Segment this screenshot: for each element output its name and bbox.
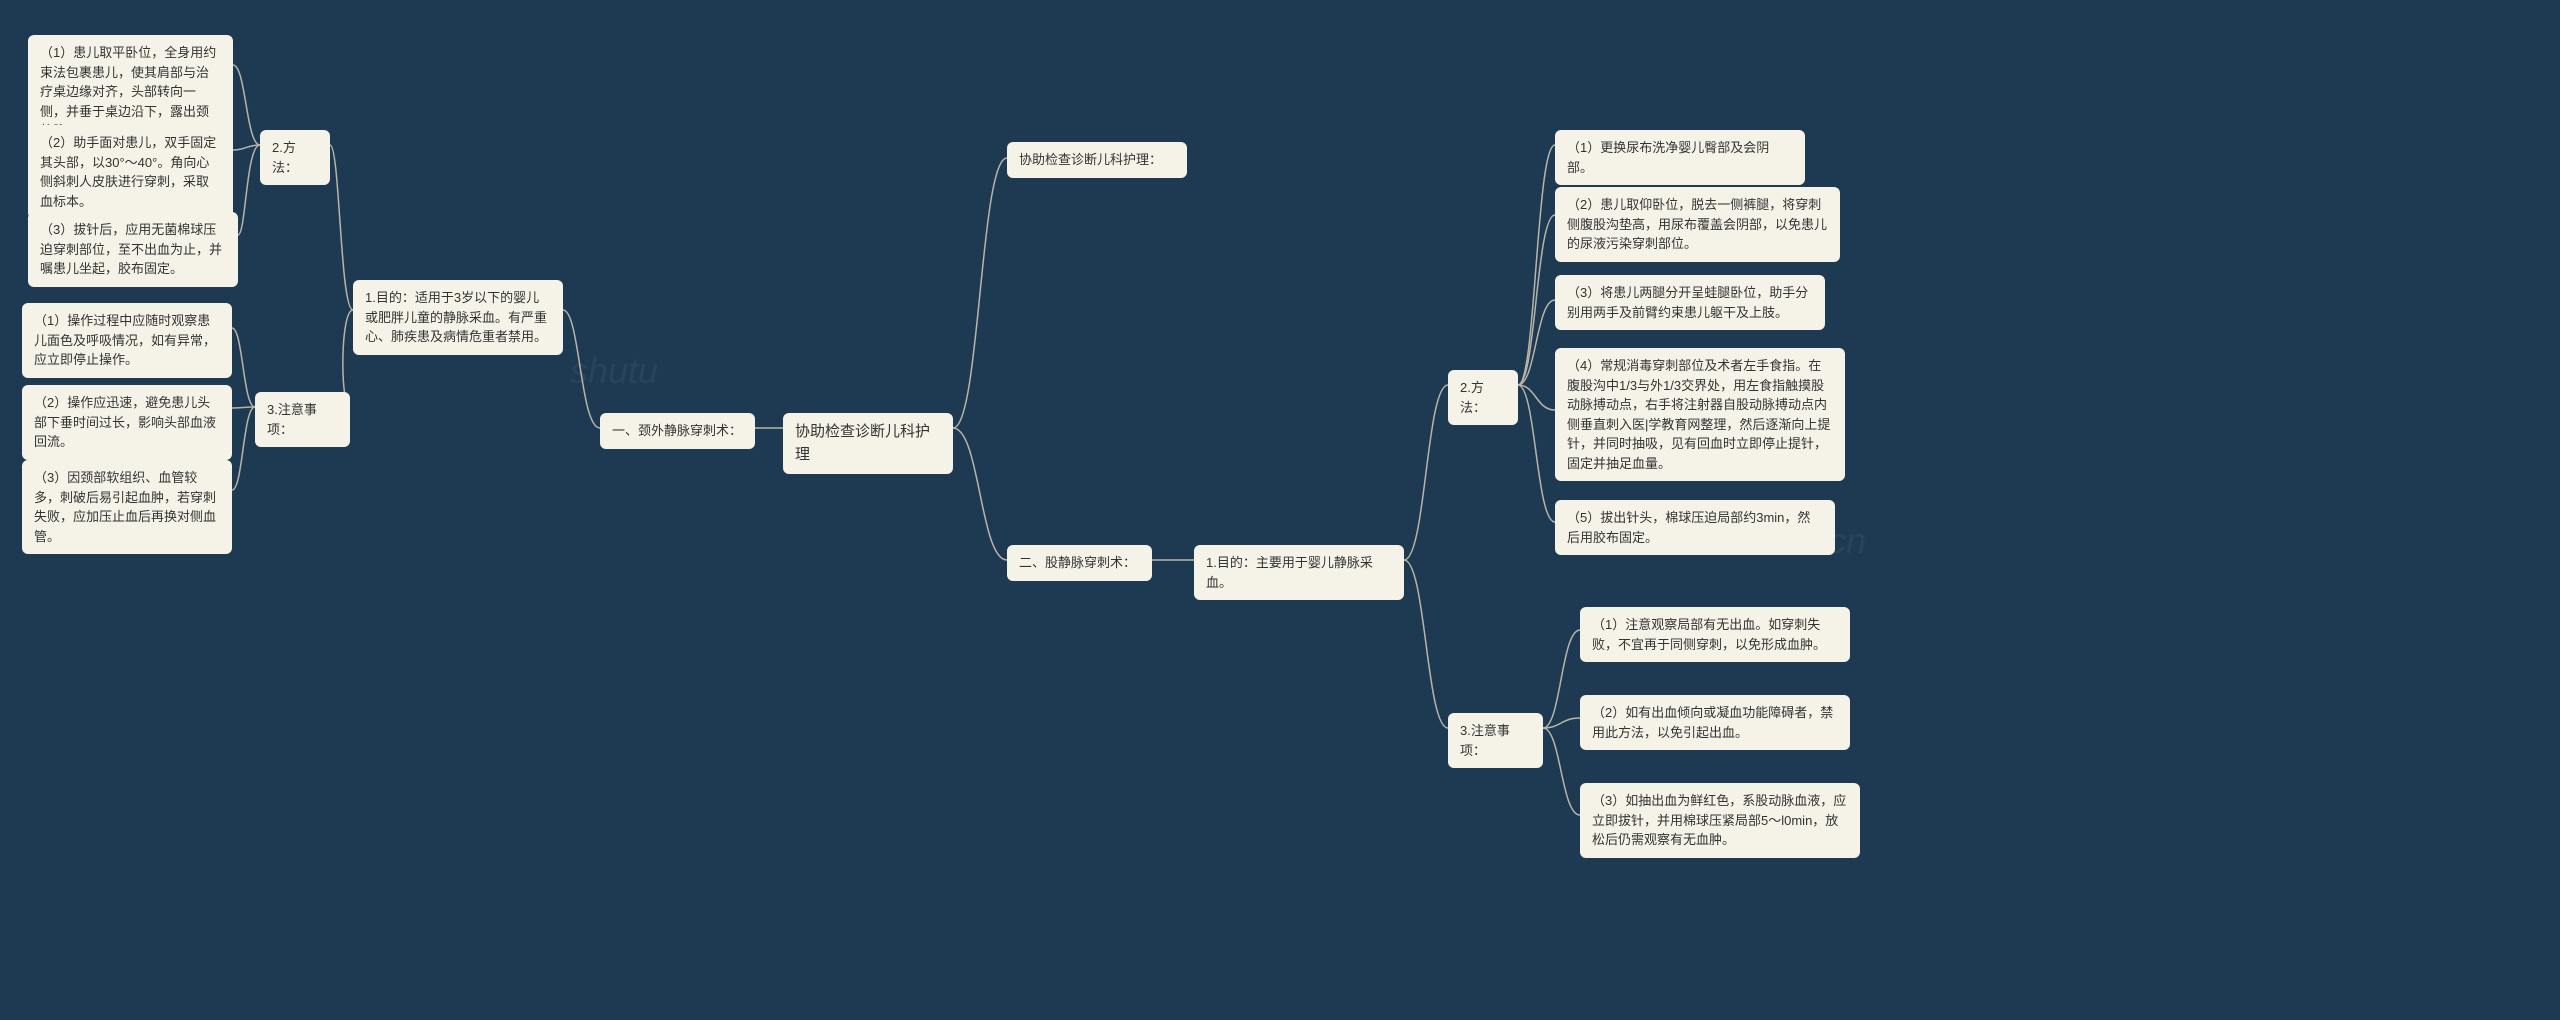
connector-lines	[0, 0, 2560, 1020]
right-method-item: （2）患儿取仰卧位，脱去一侧裤腿，将穿刺侧腹股沟垫高，用尿布覆盖会阴部，以免患儿…	[1555, 187, 1840, 262]
right-method-item: （1）更换尿布洗净婴儿臀部及会阴部。	[1555, 130, 1805, 185]
left-method: 2.方法：	[260, 130, 330, 185]
left-purpose: 1.目的：适用于3岁以下的婴儿或肥胖儿童的静脉采血。有严重心、肺疾患及病情危重者…	[353, 280, 563, 355]
left-notes-item: （1）操作过程中应随时观察患儿面色及呼吸情况，如有异常，应立即停止操作。	[22, 303, 232, 378]
right-method-item: （3）将患儿两腿分开呈蛙腿卧位，助手分别用两手及前臂约束患儿躯干及上肢。	[1555, 275, 1825, 330]
watermark: shutu	[570, 350, 658, 392]
branch-right-main: 二、股静脉穿刺术：	[1007, 545, 1152, 581]
left-method-item: （3）拔针后，应用无菌棉球压迫穿刺部位，至不出血为止，并嘱患儿坐起，胶布固定。	[28, 212, 238, 287]
left-notes-item: （3）因颈部软组织、血管较多，刺破后易引起血肿，若穿刺失败，应加压止血后再换对侧…	[22, 460, 232, 554]
left-notes: 3.注意事项：	[255, 392, 350, 447]
branch-right-top: 协助检查诊断儿科护理：	[1007, 142, 1187, 178]
left-notes-item: （2）操作应迅速，避免患儿头部下垂时间过长，影响头部血液回流。	[22, 385, 232, 460]
right-notes: 3.注意事项：	[1448, 713, 1543, 768]
right-purpose: 1.目的：主要用于婴儿静脉采血。	[1194, 545, 1404, 600]
right-method-item: （5）拔出针头，棉球压迫局部约3min，然后用胶布固定。	[1555, 500, 1835, 555]
branch-left-main: 一、颈外静脉穿刺术：	[600, 413, 755, 449]
right-method: 2.方法：	[1448, 370, 1518, 425]
left-method-item: （2）助手面对患儿，双手固定其头部，以30°～40°。角向心侧斜刺人皮肤进行穿刺…	[28, 125, 233, 219]
right-notes-item: （3）如抽出血为鲜红色，系股动脉血液，应立即拔针，并用棉球压紧局部5～l0min…	[1580, 783, 1860, 858]
right-notes-item: （2）如有出血倾向或凝血功能障碍者，禁用此方法，以免引起出血。	[1580, 695, 1850, 750]
right-notes-item: （1）注意观察局部有无出血。如穿刺失败，不宜再于同侧穿刺，以免形成血肿。	[1580, 607, 1850, 662]
root-node: 协助检查诊断儿科护理	[783, 413, 953, 474]
right-method-item: （4）常规消毒穿刺部位及术者左手食指。在腹股沟中1/3与外1/3交界处，用左食指…	[1555, 348, 1845, 481]
